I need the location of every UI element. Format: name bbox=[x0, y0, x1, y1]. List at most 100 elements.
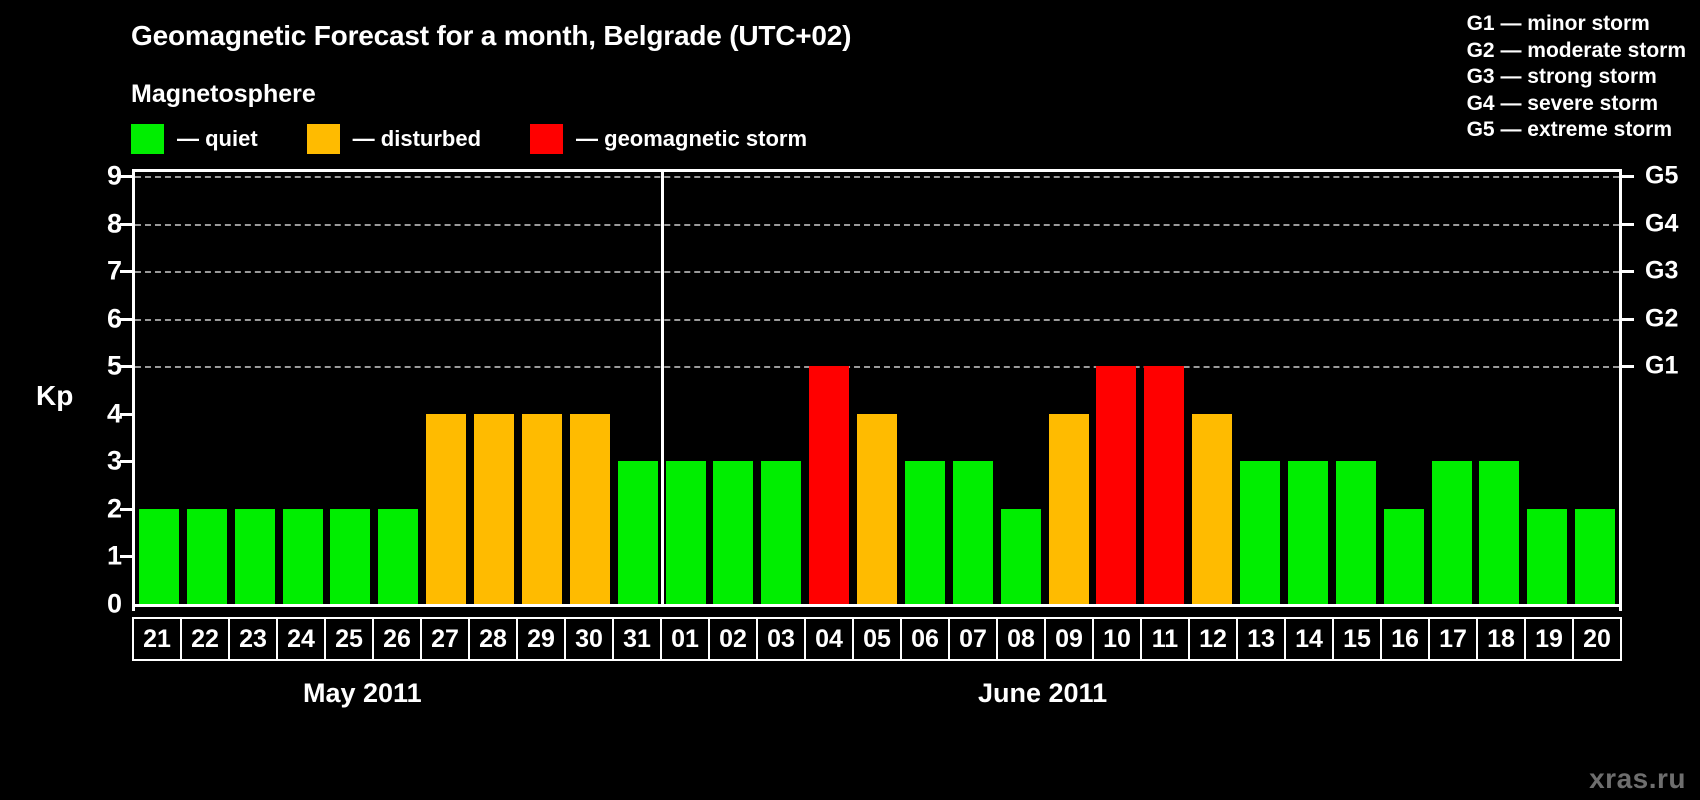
bar-22-quiet bbox=[186, 508, 227, 604]
bar-slot bbox=[566, 176, 614, 604]
legend-swatch-storm-icon bbox=[530, 124, 564, 154]
bar-slot bbox=[1332, 176, 1380, 604]
day-label-17: 17 bbox=[1430, 619, 1478, 659]
day-label-21: 21 bbox=[134, 619, 182, 659]
y-tick-mark-8 bbox=[120, 222, 132, 226]
day-label-03: 03 bbox=[758, 619, 806, 659]
bar-29-disturbed bbox=[521, 413, 562, 604]
bar-30-disturbed bbox=[569, 413, 610, 604]
g-tick-mark-g5 bbox=[1622, 175, 1634, 178]
day-label-28: 28 bbox=[470, 619, 518, 659]
bar-11-storm bbox=[1144, 366, 1185, 604]
y-tick-label-7: 7 bbox=[106, 255, 122, 286]
bar-slot bbox=[135, 176, 183, 604]
bar-slot bbox=[1188, 176, 1236, 604]
gridline-kp-5 bbox=[135, 366, 1619, 369]
bar-series bbox=[135, 176, 1619, 604]
gscale-line-g1: G1 — minor storm bbox=[1466, 12, 1650, 35]
y-tick-mark-7 bbox=[120, 270, 132, 274]
day-label-06: 06 bbox=[902, 619, 950, 659]
legend-item-disturbed: — disturbed bbox=[306, 124, 481, 154]
bar-slot bbox=[757, 176, 805, 604]
bar-15-quiet bbox=[1335, 461, 1376, 604]
day-label-22: 22 bbox=[182, 619, 230, 659]
gridline-kp-7 bbox=[135, 271, 1619, 274]
bar-08-quiet bbox=[1000, 508, 1041, 604]
day-label-13: 13 bbox=[1238, 619, 1286, 659]
gscale-line-g4: G4 — severe storm bbox=[1466, 91, 1659, 115]
bar-slot bbox=[1523, 176, 1571, 604]
g-tick-mark-g3 bbox=[1622, 270, 1634, 274]
y-tick-label-2: 2 bbox=[106, 493, 122, 524]
bar-17-quiet bbox=[1431, 461, 1472, 604]
bar-slot bbox=[1140, 176, 1188, 604]
day-label-11: 11 bbox=[1142, 619, 1190, 659]
bar-slot bbox=[470, 176, 518, 604]
gscale-line-g5: G5 — extreme storm bbox=[1466, 118, 1673, 141]
day-label-row: 21 22 23 24 25 26 27 28 29 30 31 01 02 03 04 05 06 07 08 09… bbox=[132, 617, 1622, 661]
bar-10-storm bbox=[1096, 366, 1137, 604]
y-tick-mark-6 bbox=[120, 317, 132, 321]
legend-swatch-quiet-icon bbox=[131, 124, 164, 154]
day-label-23: 23 bbox=[230, 619, 278, 659]
y-tick-label-8: 8 bbox=[106, 208, 122, 239]
day-label-25: 25 bbox=[326, 619, 374, 659]
day-label-31: 31 bbox=[614, 619, 662, 659]
y-tick-label-6: 6 bbox=[106, 303, 122, 334]
bar-13-quiet bbox=[1240, 461, 1281, 604]
y-tick-mark-4 bbox=[120, 412, 132, 416]
bar-slot bbox=[1428, 176, 1476, 604]
gridline-kp-6 bbox=[135, 318, 1619, 321]
bar-slot bbox=[327, 176, 375, 604]
day-label-26: 26 bbox=[374, 619, 422, 659]
bar-04-storm bbox=[809, 366, 850, 604]
bar-01-quiet bbox=[665, 461, 706, 604]
y-tick-mark-5 bbox=[120, 365, 132, 369]
legend-heading: Magnetosphere bbox=[131, 80, 316, 108]
bar-26-quiet bbox=[378, 508, 419, 604]
y-tick-label-4: 4 bbox=[106, 398, 122, 429]
plot-gridlines bbox=[135, 176, 1619, 604]
bar-16-quiet bbox=[1383, 508, 1424, 604]
x-axis-baseline bbox=[132, 604, 1622, 607]
day-label-07: 07 bbox=[950, 619, 998, 659]
gscale-legend: G1 — minor storm G2 — moderate storm G3 … bbox=[1467, 11, 1686, 144]
gridline-kp-8 bbox=[135, 223, 1619, 226]
bar-slot bbox=[710, 176, 758, 604]
y-tick-label-9: 9 bbox=[106, 160, 122, 191]
day-label-01: 01 bbox=[662, 619, 710, 659]
day-label-02: 02 bbox=[710, 619, 758, 659]
bar-25-quiet bbox=[330, 508, 371, 604]
g-tick-label-g2: G2 bbox=[1645, 304, 1679, 333]
bar-18-quiet bbox=[1479, 461, 1520, 604]
day-label-24: 24 bbox=[278, 619, 326, 659]
legend-item-quiet: — quiet bbox=[131, 124, 258, 154]
bar-slot bbox=[518, 176, 566, 604]
day-label-16: 16 bbox=[1382, 619, 1430, 659]
g-tick-label-g3: G3 bbox=[1645, 256, 1679, 285]
bar-02-quiet bbox=[713, 461, 754, 604]
bar-slot bbox=[374, 176, 422, 604]
bar-slot bbox=[614, 176, 662, 604]
bar-21-quiet bbox=[138, 508, 179, 604]
bar-slot bbox=[662, 176, 710, 604]
bar-slot bbox=[1045, 176, 1093, 604]
bar-19-quiet bbox=[1527, 508, 1568, 604]
bar-slot bbox=[1571, 176, 1619, 604]
bar-14-quiet bbox=[1287, 461, 1328, 604]
g-tick-label-g5: G5 bbox=[1645, 161, 1679, 190]
day-label-12: 12 bbox=[1190, 619, 1238, 659]
month-caption-may: May 2011 bbox=[303, 678, 422, 708]
bar-03-quiet bbox=[761, 461, 802, 604]
bar-05-disturbed bbox=[857, 413, 898, 604]
bar-09-disturbed bbox=[1048, 413, 1089, 604]
y-tick-mark-2 bbox=[120, 507, 132, 511]
g-tick-label-g1: G1 bbox=[1645, 351, 1679, 380]
day-label-20: 20 bbox=[1583, 624, 1611, 653]
bar-slot bbox=[1284, 176, 1332, 604]
bar-slot bbox=[183, 176, 231, 604]
month-divider bbox=[660, 169, 664, 604]
g-tick-mark-g2 bbox=[1622, 317, 1634, 321]
y-tick-label-1: 1 bbox=[106, 540, 122, 571]
g-tick-label-g4: G4 bbox=[1645, 209, 1679, 238]
